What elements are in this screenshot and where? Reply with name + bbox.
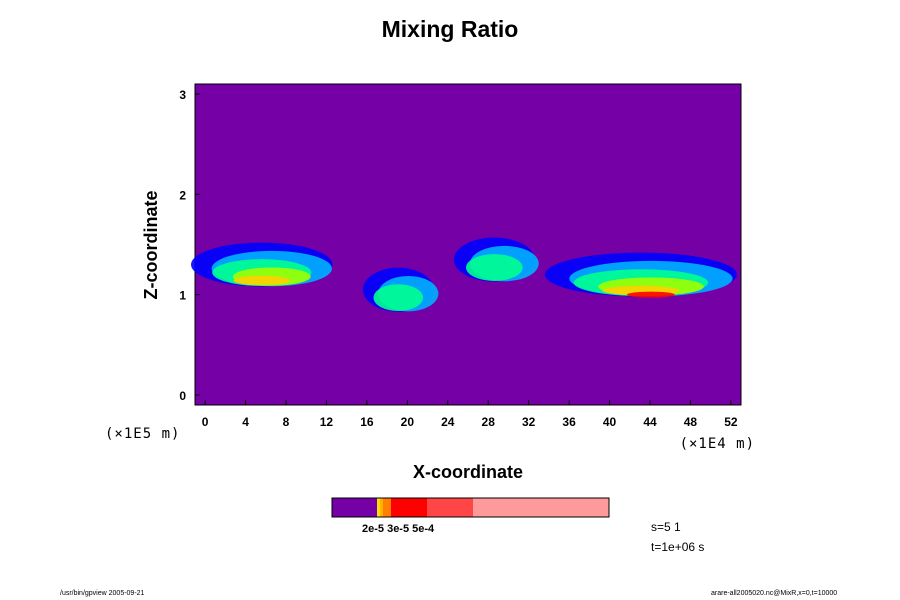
- colorbar-swatch: [427, 498, 473, 517]
- colorbar: [331, 497, 610, 518]
- colorbar-swatch: [332, 498, 377, 517]
- y-axis-label: Z-coordinate: [141, 190, 161, 299]
- colorbar-swatch: [405, 498, 427, 517]
- x-tick-label: 44: [643, 415, 657, 429]
- x-tick-label: 0: [202, 415, 209, 429]
- colorbar-swatch: [377, 498, 380, 517]
- x-tick-label: 32: [522, 415, 536, 429]
- info-s: s=5 1: [651, 520, 681, 534]
- colorbar-label: 2e-5 3e-5 5e-4: [362, 523, 435, 535]
- colorbar-swatch: [380, 498, 383, 517]
- x-ticks: 0 4 8 12 16 20 24 28 32 36 40 44 48 52: [202, 400, 738, 429]
- plume-layer: [191, 237, 737, 312]
- x-tick-label: 28: [482, 415, 496, 429]
- colorbar-swatch: [391, 498, 405, 517]
- colorbar-swatch: [473, 498, 609, 517]
- x-tick-label: 52: [724, 415, 738, 429]
- x-tick-label: 20: [401, 415, 415, 429]
- x-axis-label: X-coordinate: [413, 462, 523, 482]
- plume-contour: [626, 291, 675, 298]
- x-tick-label: 16: [360, 415, 374, 429]
- x-tick-label: 24: [441, 415, 455, 429]
- chart-title: Mixing Ratio: [381, 16, 519, 42]
- x-tick-label: 48: [684, 415, 698, 429]
- x-tick-label: 4: [242, 415, 249, 429]
- plume-contour: [373, 284, 424, 312]
- y-tick-label: 0: [179, 389, 186, 403]
- y-tick-label: 2: [179, 188, 186, 202]
- y-ticks: 0 1 2 3: [179, 88, 200, 403]
- y-tick-label: 1: [179, 289, 186, 303]
- x-tick-label: 40: [603, 415, 617, 429]
- plume-contour: [466, 254, 523, 281]
- footer-right: arare-all2005020.nc@MixR,x=0,t=10000: [711, 590, 838, 597]
- colorbar-frame: [331, 497, 610, 518]
- x-tick-label: 8: [283, 415, 290, 429]
- colorbar-swatch: [383, 498, 391, 517]
- x-tick-label: 36: [562, 415, 576, 429]
- x-unit-label: (×1E4 m): [680, 436, 755, 452]
- y-tick-label: 3: [179, 88, 186, 102]
- info-t: t=1e+06 s: [651, 540, 705, 554]
- y-unit-label: (×1E5 m): [105, 426, 180, 442]
- footer-left: /usr/bin/gpview 2005-09-21: [60, 590, 145, 597]
- plume-contour: [233, 275, 291, 286]
- x-tick-label: 12: [320, 415, 334, 429]
